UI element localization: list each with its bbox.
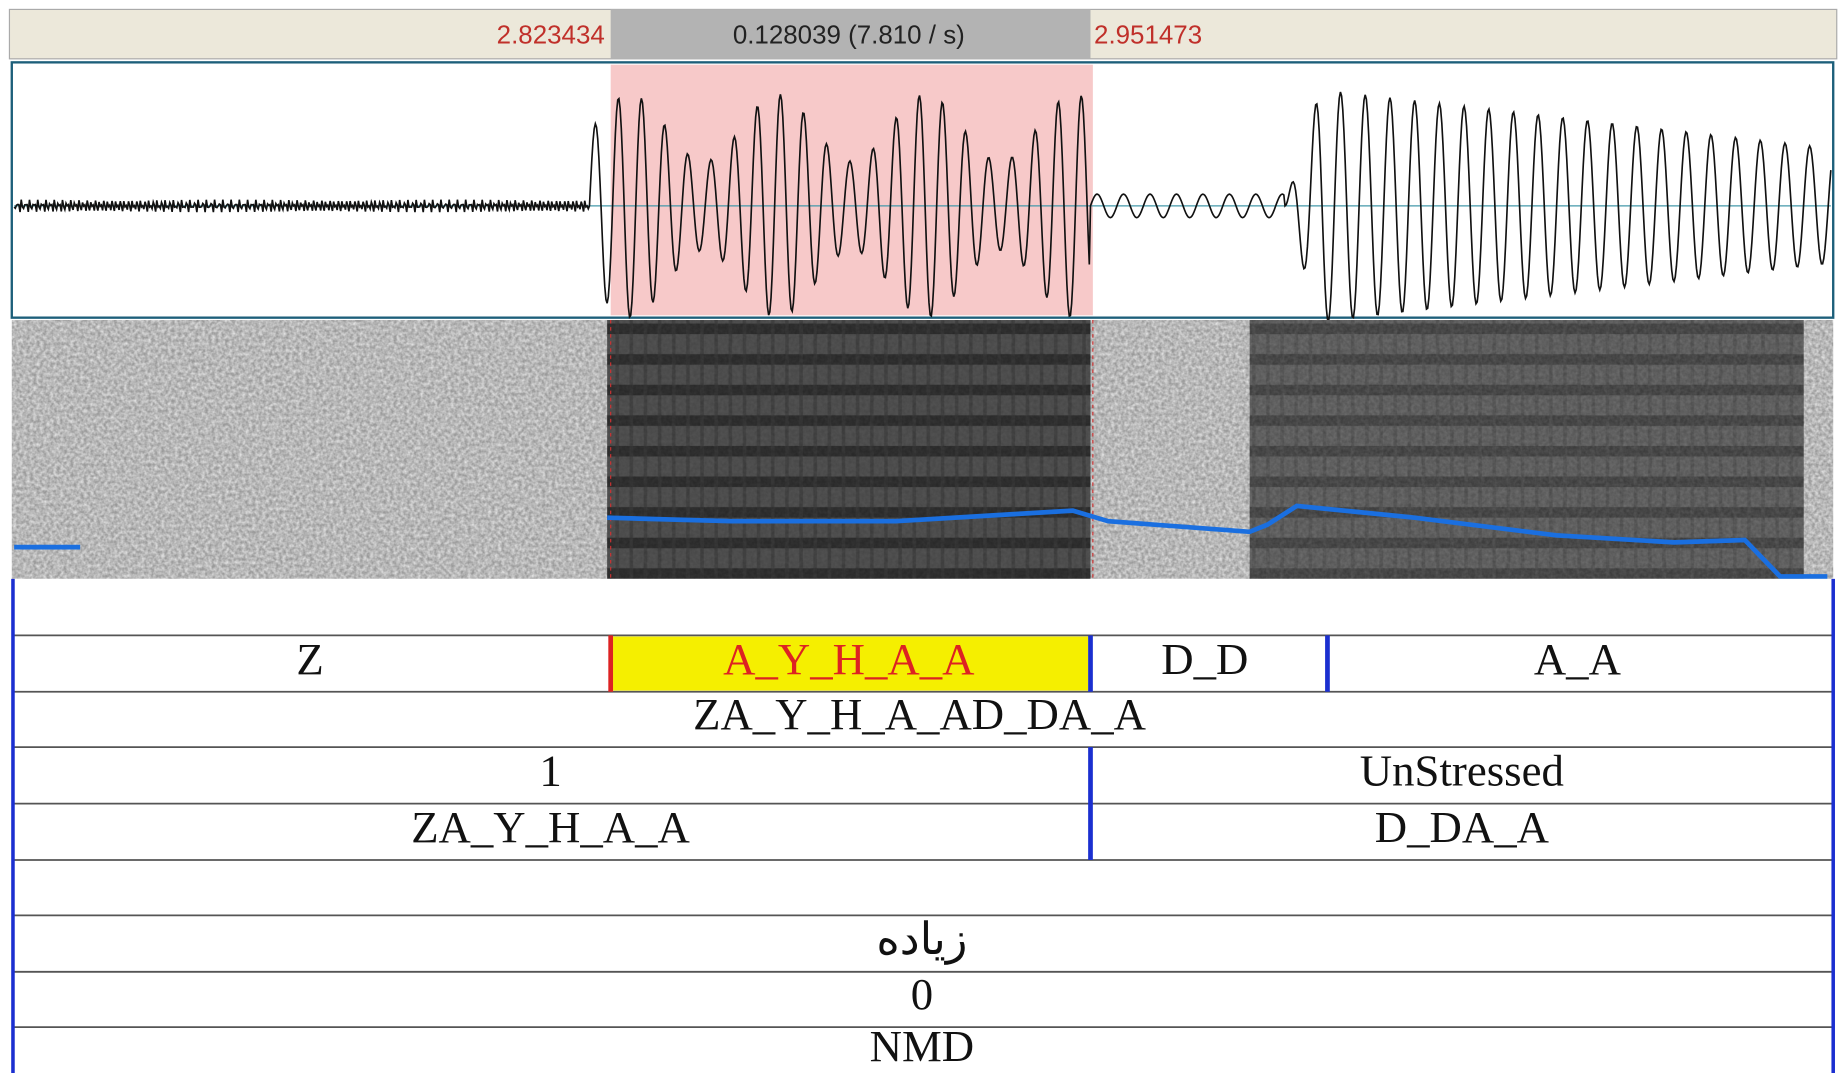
interval-label[interactable]: A_A [1534, 634, 1621, 684]
start-time: 2.823434 [497, 21, 605, 49]
interval-label[interactable]: 0 [911, 969, 933, 1019]
interval-label[interactable]: ZA_Y_H_A_AD_DA_A [693, 689, 1146, 739]
end-time: 2.951473 [1094, 21, 1202, 49]
interval-label[interactable]: D_D [1161, 634, 1248, 684]
selection-bar[interactable] [610, 9, 1091, 59]
spectrogram-voiced [1249, 320, 1804, 579]
interval-label[interactable]: Z [296, 634, 323, 684]
waveform [13, 91, 1832, 323]
selected-interval[interactable] [613, 636, 1089, 691]
interval-label[interactable]: D_DA_A [1375, 802, 1549, 852]
spectrogram-voiced [607, 320, 1091, 579]
waveform-selection [610, 64, 1093, 316]
interval-label[interactable]: UnStressed [1360, 746, 1564, 796]
selection-duration: 0.128039 (7.810 / s) [733, 21, 965, 49]
interval-label[interactable]: ZA_Y_H_A_A [411, 802, 690, 852]
pitch-contour [607, 503, 1828, 579]
interval-label[interactable]: A_Y_H_A_A [723, 634, 974, 684]
interval-label[interactable]: زياده [876, 914, 967, 965]
interval-label[interactable]: 1 [539, 746, 561, 796]
interval-label[interactable]: NMD [870, 1021, 975, 1071]
